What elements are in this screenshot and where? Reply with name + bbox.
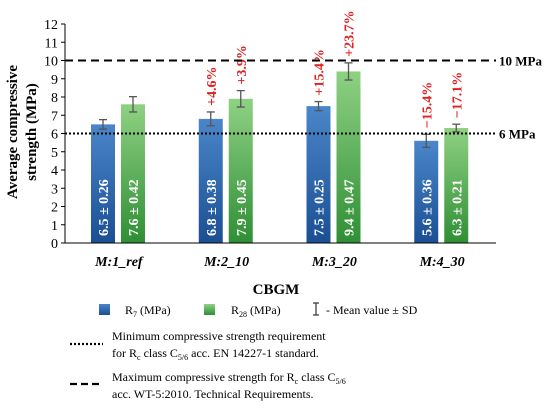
r7-bar	[306, 106, 331, 243]
r28-error-bar	[344, 62, 353, 81]
y-tick-label: 5	[51, 146, 58, 161]
y-tick-label: 0	[51, 237, 58, 252]
x-axis-title: CBGM	[253, 282, 300, 298]
r7-value-label: 5.6 ± 0.36	[420, 179, 435, 236]
r28-pct-label: +3.9%	[235, 45, 250, 84]
y-axis-title-line-2: strength (MPa)	[24, 83, 40, 181]
legend-max-line-text-2: acc. WT-5:2010. Technical Requirements.	[112, 387, 314, 401]
r7-pct-label: −15.4%	[420, 82, 435, 128]
r28-bar	[228, 98, 253, 243]
y-tick-label: 10	[44, 55, 58, 70]
r28-pct-label: −17.1%	[450, 72, 465, 118]
y-tick-label: 4	[51, 164, 58, 179]
r28-error-bar	[236, 89, 245, 108]
legend-min-line-text-2: for Rc class C5/6 acc. EN 14227-1 standa…	[112, 346, 319, 362]
r7-error-bar	[314, 100, 323, 112]
r7-bar	[414, 140, 439, 243]
y-tick-label: 3	[51, 182, 58, 197]
r28-bar	[444, 128, 469, 243]
legend-r28-label: R28 (MPa)	[231, 303, 281, 319]
legend-r7-swatch	[99, 304, 110, 315]
y-tick-label: 7	[51, 109, 58, 124]
r7-bar	[198, 118, 223, 243]
x-category-label: M:4_30	[419, 255, 465, 270]
r7-pct-label: +4.6%	[205, 66, 220, 105]
r7-error-bar	[99, 118, 107, 130]
r28-value-label: 6.3 ± 0.21	[450, 179, 465, 236]
legend-min-line-text-1: Minimum compressive strength requirement	[112, 329, 326, 343]
r28-value-label: 9.4 ± 0.47	[343, 179, 358, 236]
r28-error-bar	[452, 123, 461, 133]
r7-bar	[91, 124, 115, 243]
r28-bar	[336, 71, 361, 243]
y-tick-label: 12	[44, 18, 58, 33]
ref-line-label-max: 10 MPa	[499, 54, 542, 69]
y-tick-label: 8	[51, 91, 58, 106]
r28-error-bar	[129, 95, 137, 113]
legend-r7-label: R7 (MPa)	[125, 303, 171, 319]
r28-value-label: 7.6 ± 0.42	[127, 179, 142, 236]
r28-value-label: 7.9 ± 0.45	[235, 179, 250, 236]
legend-errorbar-symbol	[313, 302, 319, 316]
y-tick-label: 11	[45, 36, 58, 51]
r7-error-bar	[206, 111, 215, 127]
r28-bar	[121, 104, 145, 243]
y-tick-label: 1	[51, 219, 58, 234]
x-category-label: M:1_ref	[94, 255, 144, 270]
ref-line-label-min: 6 MPa	[499, 127, 536, 142]
y-tick-label: 9	[51, 73, 58, 88]
y-tick-label: 6	[51, 128, 58, 143]
r7-value-label: 6.8 ± 0.38	[205, 179, 220, 236]
r28-pct-label: +23.7%	[343, 10, 358, 56]
legend: R7 (MPa) R28 (MPa) - Mean value ± SD Min…	[70, 302, 418, 401]
r7-pct-label: +15.4%	[313, 49, 328, 95]
legend-r28-swatch	[204, 304, 215, 315]
r7-value-label: 7.5 ± 0.25	[313, 179, 328, 236]
y-tick-label: 2	[51, 201, 58, 216]
legend-max-line-text-1: Maximum compressive strength for Rc clas…	[112, 370, 346, 386]
y-axis-title: Average compressive strength (MPa)	[5, 65, 40, 199]
x-category-label: M:3_20	[311, 255, 357, 270]
y-axis-title-line-1: Average compressive	[5, 65, 21, 199]
legend-errorbar-label: - Mean value ± SD	[326, 303, 418, 317]
r7-value-label: 6.5 ± 0.26	[97, 179, 112, 236]
x-category-label: M:2_10	[203, 255, 249, 270]
